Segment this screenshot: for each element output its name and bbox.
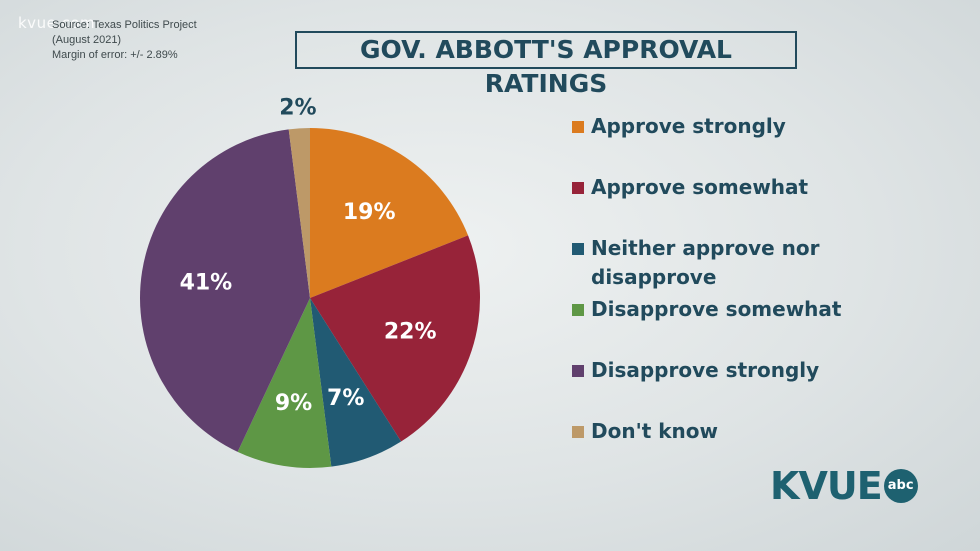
abc-badge: abc	[883, 469, 918, 503]
legend-swatch	[572, 243, 584, 255]
legend-label: Neither approve nor disapprove	[591, 234, 881, 292]
slice-neither	[310, 298, 402, 467]
legend-label: Approve somewhat	[591, 175, 809, 199]
label-disapprove-strongly: 41%	[180, 271, 233, 296]
watermark: kvue.com	[18, 14, 96, 32]
source-line: Source: Texas Politics Project	[52, 19, 197, 31]
slice-approve-somewhat	[310, 235, 480, 442]
margin-of-error: Margin of error: +/- 2.89%	[52, 49, 178, 61]
label-neither: 7%	[327, 386, 364, 411]
label-approve-strongly: 19%	[343, 200, 396, 225]
chart-title: GOV. ABBOTT'S APPROVAL RATINGS	[295, 31, 797, 98]
legend-label: Approve strongly	[591, 114, 786, 138]
label-dont-know: 2%	[279, 95, 316, 120]
legend-label: Disapprove strongly	[591, 358, 820, 382]
slice-disapprove-somewhat	[237, 298, 332, 469]
legend-swatch	[572, 426, 584, 438]
legend-swatch	[572, 182, 584, 194]
legend-label-line: disapprove	[591, 265, 717, 289]
legend-swatch	[572, 304, 584, 316]
source-date: (August 2021)	[52, 34, 122, 46]
slice-disapprove-strongly	[140, 129, 310, 452]
logo-text: KVUE	[770, 464, 883, 508]
source-note: Source: Texas Politics Project (August 2…	[52, 18, 197, 63]
label-disapprove-somewhat: 9%	[275, 391, 312, 416]
kvue-logo: KVUE abc	[770, 466, 918, 506]
slice-dont-know	[288, 128, 310, 298]
legend-label-line: Neither approve nor	[591, 236, 820, 260]
legend-label: Disapprove somewhat	[591, 297, 842, 321]
legend-swatch	[572, 121, 584, 133]
slice-approve-strongly	[310, 128, 469, 298]
legend-swatch	[572, 365, 584, 377]
legend-label: Don't know	[591, 419, 718, 443]
label-approve-somewhat: 22%	[384, 320, 437, 345]
